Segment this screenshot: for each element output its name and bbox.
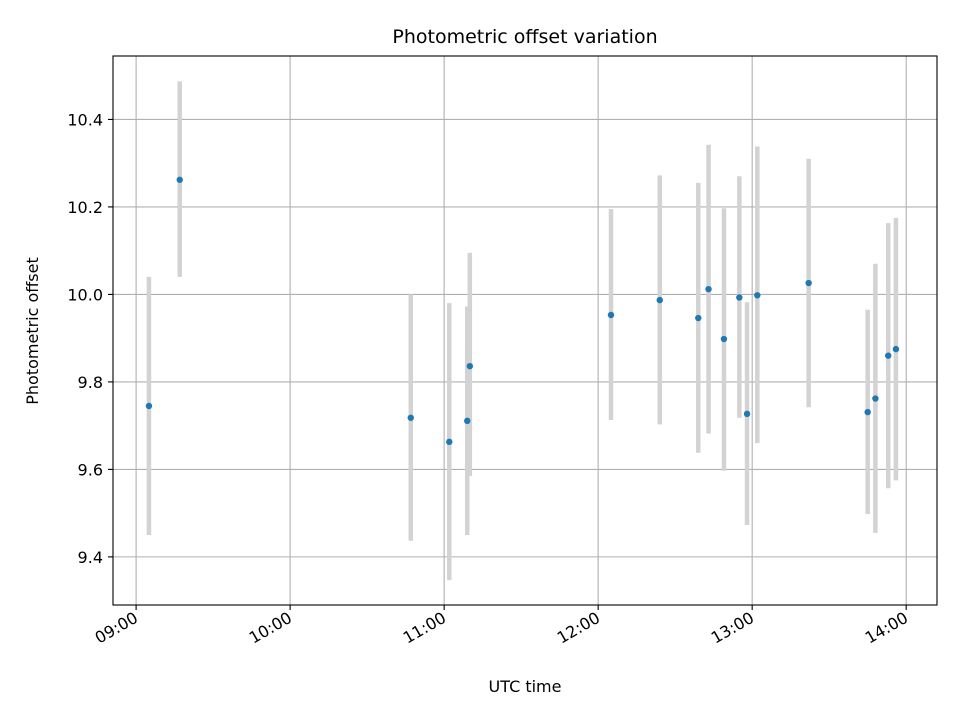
data-point: [464, 417, 471, 425]
data-point: [736, 294, 743, 301]
data-point: [720, 335, 728, 343]
grid: [113, 56, 937, 605]
y-axis-label: Photometric offset: [23, 257, 42, 405]
data-point: [695, 314, 702, 322]
data-point: [607, 311, 615, 319]
data-point: [864, 408, 871, 416]
plot-area-frame: [112, 55, 938, 606]
data-point: [466, 362, 474, 370]
data-point: [743, 410, 751, 418]
y-tick-label: 9.4: [78, 548, 103, 567]
data-point: [145, 402, 153, 410]
data-point: [805, 279, 812, 287]
data-point: [754, 292, 761, 299]
data-point: [656, 296, 663, 304]
data-point: [892, 345, 900, 353]
data-point: [872, 395, 879, 402]
y-tick-label: 10.0: [67, 285, 103, 304]
data-point: [446, 438, 453, 446]
y-tick-label: 10.2: [67, 198, 103, 217]
data-point: [407, 414, 414, 421]
y-axis: 9.4 9.6 9.8 10.0 10.2 10.4: [67, 110, 113, 567]
data-point: [885, 352, 892, 359]
y-tick-label: 9.8: [78, 373, 103, 392]
data-point: [176, 176, 183, 183]
x-axis-label: UTC time: [489, 677, 562, 696]
y-tick-label: 10.4: [67, 110, 103, 129]
data-point: [705, 285, 712, 293]
data-points: [145, 176, 900, 446]
y-tick-label: 9.6: [78, 460, 103, 479]
chart-title: Photometric offset variation: [392, 26, 657, 48]
